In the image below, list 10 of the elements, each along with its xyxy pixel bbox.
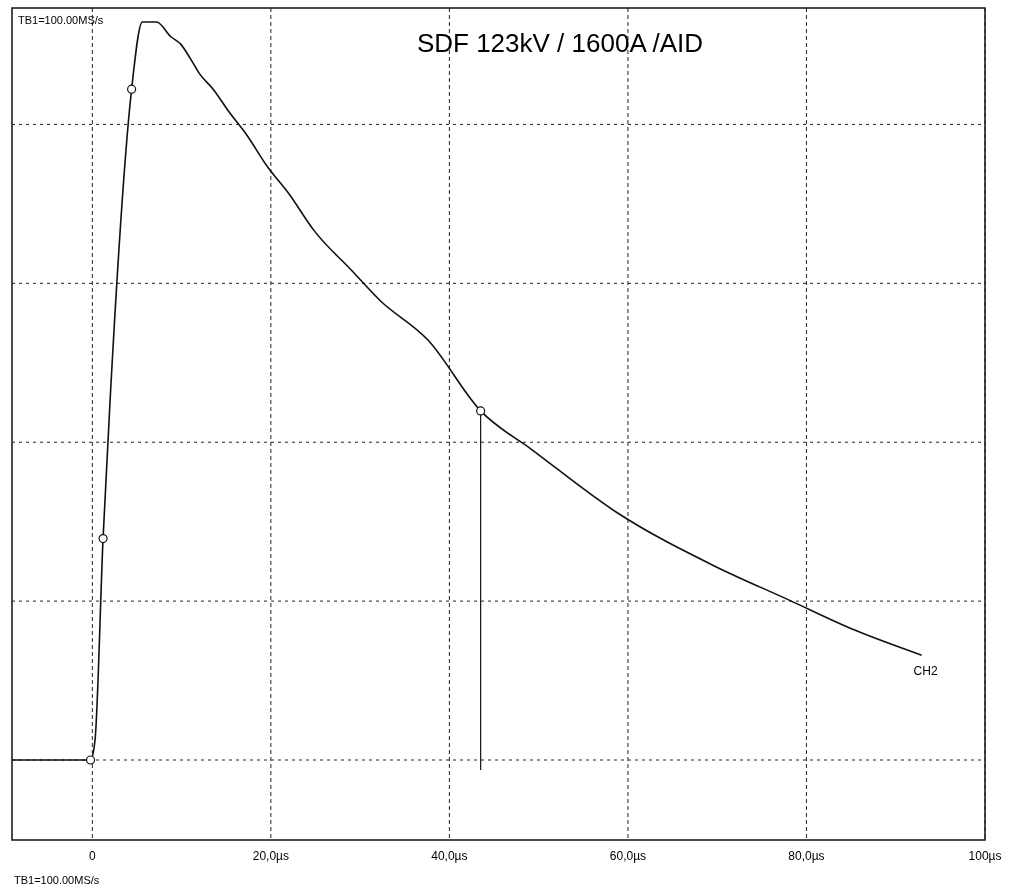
x-tick-label: 80,0µs [788, 849, 825, 863]
x-tick-label: 60,0µs [609, 849, 647, 863]
x-tick-label: 0 [89, 849, 96, 863]
x-tick-label: 20,0µs [252, 849, 290, 863]
x-tick-label: 100µs [968, 849, 1002, 863]
series-label: CH2 [913, 664, 938, 679]
x-tick-label: 40,0µs [431, 849, 468, 863]
text: TB1=100.00MS/s [14, 874, 100, 886]
annotation: TB1=100.00MS/s [18, 14, 104, 26]
chart-title: SDF 123kV / 1600A /AID [416, 28, 704, 58]
